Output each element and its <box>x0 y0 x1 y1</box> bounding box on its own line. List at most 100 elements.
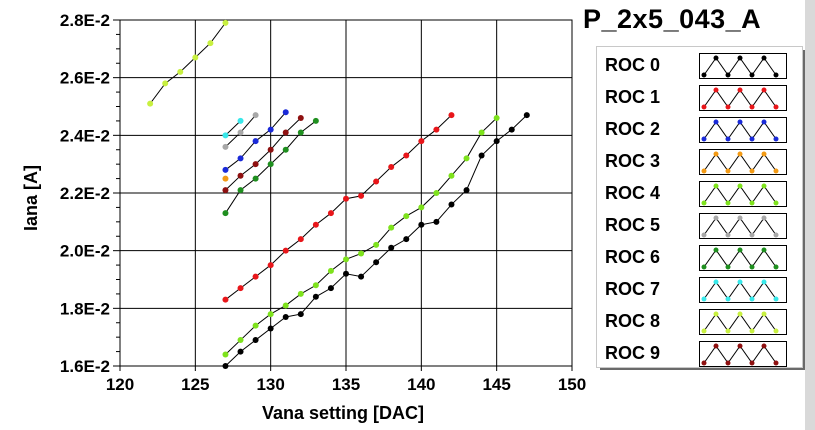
legend-swatch-marker <box>773 232 779 238</box>
data-point-roc-0 <box>252 337 259 344</box>
legend-label: ROC 3 <box>605 151 661 171</box>
legend-swatch-marker <box>749 360 755 366</box>
legend-label: ROC 4 <box>605 183 661 203</box>
data-point-roc-0 <box>222 363 229 369</box>
data-point-roc-6 <box>282 146 289 153</box>
legend-label: ROC 7 <box>605 279 661 299</box>
legend-swatch <box>699 213 787 239</box>
x-tick-label: 130 <box>256 375 284 394</box>
legend-swatch-marker <box>737 311 743 317</box>
data-point-roc-6 <box>222 210 229 217</box>
legend-label: ROC 2 <box>605 119 661 139</box>
data-point-roc-0 <box>493 138 500 145</box>
legend-swatch-marker <box>713 119 719 125</box>
legend-swatch-marker <box>701 360 707 366</box>
legend-swatch-marker <box>713 343 719 349</box>
y-tick-label: 2.2E-2 <box>60 184 110 203</box>
data-point-roc-0 <box>463 187 470 194</box>
data-point-roc-5 <box>222 143 229 150</box>
data-point-roc-0 <box>403 236 410 243</box>
legend-swatch-marker <box>713 215 719 221</box>
legend-swatch-marker <box>761 55 767 61</box>
legend-swatch-marker <box>737 87 743 93</box>
legend-swatch-marker <box>761 119 767 125</box>
legend-swatch-marker <box>737 55 743 61</box>
data-point-roc-0 <box>508 126 515 133</box>
legend-swatch <box>699 181 787 207</box>
legend-swatch-marker <box>749 328 755 334</box>
data-point-roc-4 <box>493 115 500 122</box>
legend-swatch-marker <box>773 264 779 270</box>
legend-label: ROC 6 <box>605 247 661 267</box>
legend-swatch-marker <box>749 72 755 78</box>
data-point-roc-9 <box>282 129 289 136</box>
data-point-roc-4 <box>343 256 349 263</box>
data-point-roc-9 <box>237 172 244 179</box>
legend-swatch-marker <box>713 87 719 93</box>
data-point-roc-0 <box>388 244 395 251</box>
data-point-roc-9 <box>252 161 259 168</box>
data-point-roc-2 <box>282 109 289 116</box>
legend-label: ROC 9 <box>605 343 661 363</box>
data-point-roc-6 <box>312 117 319 124</box>
legend-swatch <box>699 85 787 111</box>
y-tick-label: 2.6E-2 <box>60 69 110 88</box>
data-point-roc-4 <box>327 267 334 274</box>
legend-swatch-marker <box>737 151 743 157</box>
data-point-roc-0 <box>267 325 274 332</box>
legend-swatch-marker <box>749 232 755 238</box>
legend-swatch-line <box>703 153 777 172</box>
legend-swatch-marker <box>701 232 707 238</box>
legend-swatch <box>699 117 787 143</box>
legend-swatch-line <box>703 249 777 268</box>
data-point-roc-2 <box>237 155 244 162</box>
data-point-roc-3 <box>222 175 229 182</box>
data-point-roc-0 <box>237 348 244 355</box>
legend-swatch-line <box>703 281 777 300</box>
data-point-roc-8 <box>192 54 199 61</box>
data-point-roc-8 <box>222 19 229 26</box>
legend-swatch-graphic <box>701 183 779 206</box>
legend-swatch <box>699 341 787 367</box>
series-line-roc-8 <box>149 22 226 104</box>
legend-swatch-graphic <box>701 343 779 366</box>
data-point-roc-4 <box>267 311 274 318</box>
legend-swatch-marker <box>725 232 731 238</box>
legend-swatch-marker <box>725 104 731 110</box>
legend-swatch-line <box>703 57 777 76</box>
legend-swatch-marker <box>749 296 755 302</box>
legend-swatch-marker <box>761 311 767 317</box>
y-tick-label: 2.0E-2 <box>60 242 110 261</box>
data-point-roc-6 <box>252 175 259 182</box>
chart-plot: 120 125 130 135 140 145 150 1.6E-2 1.8E-2 2.0E-2 2… <box>21 11 586 423</box>
chart-title: P_2x5_043_A <box>583 4 762 34</box>
legend-swatch-graphic <box>701 119 779 142</box>
legend-entry-roc-0: ROC 0 <box>597 53 802 79</box>
legend-swatch-marker <box>749 200 755 206</box>
legend-swatch-marker <box>725 328 731 334</box>
data-point-roc-2 <box>267 126 274 133</box>
data-point-roc-1 <box>418 138 425 145</box>
legend-shadow <box>600 366 805 370</box>
data-point-roc-4 <box>358 250 365 257</box>
data-point-roc-8 <box>162 80 169 87</box>
legend-swatch-marker <box>737 279 743 285</box>
legend-swatch-marker <box>773 360 779 366</box>
data-point-roc-2 <box>252 138 259 145</box>
data-point-roc-4 <box>403 213 410 220</box>
legend-swatch <box>699 277 787 303</box>
legend-swatch-line <box>703 185 777 204</box>
legend-swatch-marker <box>701 136 707 142</box>
data-point-roc-0 <box>433 218 440 225</box>
legend-swatch-marker <box>701 104 707 110</box>
legend-swatch-marker <box>725 168 731 174</box>
data-point-roc-9 <box>222 187 229 194</box>
y-tick-label: 1.6E-2 <box>60 357 110 376</box>
legend-label: ROC 8 <box>605 311 661 331</box>
legend-swatch-marker <box>761 247 767 253</box>
data-point-roc-4 <box>418 204 425 211</box>
y-tick-label: 2.4E-2 <box>60 126 110 145</box>
legend-label: ROC 0 <box>605 55 661 75</box>
legend-swatch-marker <box>773 328 779 334</box>
legend-swatch-marker <box>737 119 743 125</box>
